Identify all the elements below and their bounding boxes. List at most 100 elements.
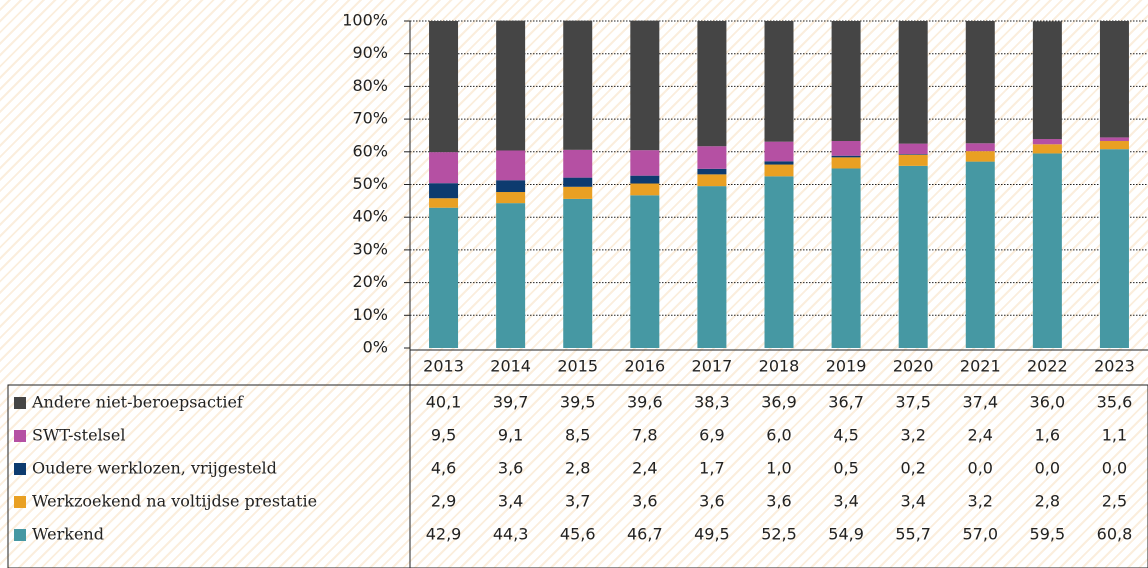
table-value: 2,5 (1102, 492, 1127, 511)
bar-segment (831, 157, 861, 169)
table-value: 35,6 (1097, 393, 1133, 412)
table-value: 3,4 (833, 492, 858, 511)
bar-segment (898, 154, 928, 155)
x-tick-label: 2021 (960, 357, 1001, 376)
table-value: 37,4 (962, 393, 998, 412)
table-value: 38,3 (694, 393, 730, 412)
legend-swatch (14, 463, 26, 475)
y-tick-label: 30% (352, 239, 388, 258)
x-tick-label: 2019 (826, 357, 867, 376)
table-value: 2,4 (968, 426, 993, 445)
table-value: 2,8 (565, 459, 590, 478)
table-value: 2,9 (431, 492, 456, 511)
bar-segment (764, 141, 794, 162)
legend-swatch (14, 430, 26, 442)
table-value: 45,6 (560, 525, 596, 544)
bar-segment (563, 20, 593, 150)
y-tick-label: 0% (363, 338, 388, 357)
bar-segment (1099, 141, 1129, 150)
table-value: 3,6 (766, 492, 791, 511)
bar-segment (831, 141, 861, 156)
bar-segment (1032, 21, 1062, 140)
bar-segment (496, 203, 526, 348)
legend-swatch (14, 496, 26, 508)
bar-segment (764, 161, 794, 165)
table-value: 6,0 (766, 426, 791, 445)
bar-segment (965, 151, 995, 162)
x-tick-label: 2014 (490, 357, 531, 376)
legend-label: SWT-stelsel (32, 426, 125, 445)
y-tick-label: 60% (352, 141, 388, 160)
y-tick-label: 70% (352, 109, 388, 128)
bar-segment (831, 168, 861, 348)
x-tick-label: 2013 (423, 357, 464, 376)
bar-segment (630, 183, 660, 196)
x-tick-label: 2015 (557, 357, 598, 376)
bar-segment (563, 198, 593, 348)
table-value: 3,6 (699, 492, 724, 511)
table-value: 37,5 (895, 393, 931, 412)
table-value: 55,7 (895, 525, 931, 544)
bar-segment (697, 146, 727, 169)
table-value: 2,4 (632, 459, 657, 478)
y-tick-label: 40% (352, 207, 388, 226)
legend-label: Oudere werklozen, vrijgesteld (32, 459, 277, 478)
bar-segment (1099, 137, 1129, 142)
bar-segment (496, 150, 526, 181)
bar-segment (429, 21, 459, 153)
bar-segment (965, 21, 995, 144)
bar-segment (697, 168, 727, 175)
y-tick-label: 90% (352, 43, 388, 62)
table-value: 60,8 (1097, 525, 1133, 544)
bar-segment (1099, 149, 1129, 348)
table-value: 36,0 (1030, 393, 1066, 412)
bar-segment (965, 161, 995, 348)
bar-segment (1032, 153, 1062, 348)
bar-segment (630, 195, 660, 348)
bar-segment (898, 154, 928, 166)
x-tick-label: 2023 (1094, 357, 1135, 376)
table-value: 0,0 (968, 459, 993, 478)
bar-segment (563, 149, 593, 178)
table-value: 39,5 (560, 393, 596, 412)
legend-label: Werkzoekend na voltijdse prestatie (32, 492, 317, 511)
bar-segment (429, 183, 459, 199)
table-value: 36,7 (828, 393, 864, 412)
table-value: 3,7 (565, 492, 590, 511)
bar-segment (429, 198, 459, 208)
table-value: 3,6 (498, 459, 523, 478)
table-value: 44,3 (493, 525, 529, 544)
bar-segment (898, 21, 928, 144)
y-tick-label: 10% (352, 305, 388, 324)
table-value: 9,1 (498, 426, 523, 445)
bar-segment (563, 177, 593, 187)
bar-segment (697, 186, 727, 348)
bar-segment (697, 21, 727, 147)
bar-segment (1032, 139, 1062, 145)
table-value: 36,9 (761, 393, 797, 412)
bar-segment (764, 21, 794, 142)
bar-segment (898, 165, 928, 348)
bar-segment (496, 192, 526, 204)
table-value: 6,9 (699, 426, 724, 445)
bar-segment (630, 20, 660, 151)
table-value: 57,0 (962, 525, 998, 544)
legend-label: Werkend (32, 525, 104, 544)
bar-segment (898, 143, 928, 155)
table-value: 2,8 (1035, 492, 1060, 511)
table-value: 9,5 (431, 426, 456, 445)
x-tick-label: 2020 (893, 357, 934, 376)
bar-segment (697, 174, 727, 187)
table-value: 4,5 (833, 426, 858, 445)
bar-segment (496, 20, 526, 151)
table-value: 1,0 (766, 459, 791, 478)
table-value: 40,1 (426, 393, 462, 412)
table-value: 42,9 (426, 525, 462, 544)
table-value: 59,5 (1030, 525, 1066, 544)
legend-label: Andere niet-beroepsactief (31, 393, 244, 412)
table-value: 4,6 (431, 459, 456, 478)
x-tick-label: 2022 (1027, 357, 1068, 376)
table-value: 46,7 (627, 525, 663, 544)
legend-swatch (14, 529, 26, 541)
bar-segment (630, 150, 660, 176)
